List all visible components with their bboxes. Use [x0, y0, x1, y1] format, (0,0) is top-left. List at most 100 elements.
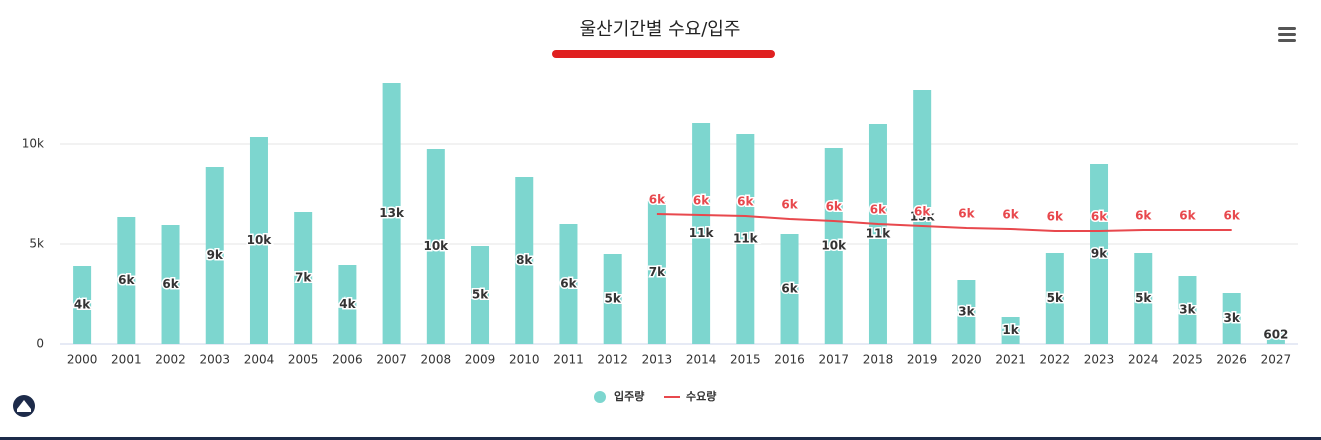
data-label: 11k [866, 227, 892, 241]
data-label: 6k [781, 198, 798, 212]
legend-swatch [594, 391, 606, 403]
x-tick-label: 2023 [1084, 353, 1115, 367]
bar [824, 148, 843, 344]
bar [73, 266, 92, 344]
bar [692, 123, 711, 344]
data-label: 3k [1179, 303, 1196, 317]
data-label: 9k [1091, 247, 1108, 261]
y-tick-label: 0 [36, 337, 44, 351]
y-tick-label: 5k [29, 237, 44, 251]
data-label: 5k [605, 292, 622, 306]
data-label: 6k [693, 194, 710, 208]
x-tick-label: 2025 [1172, 353, 1203, 367]
x-tick-label: 2012 [597, 353, 628, 367]
data-label: 6k [1047, 210, 1064, 224]
bar [161, 225, 180, 344]
x-tick-label: 2020 [951, 353, 982, 367]
bar [559, 224, 578, 344]
data-label: 13k [379, 206, 405, 220]
bar [382, 83, 401, 344]
data-label: 7k [649, 265, 666, 279]
data-label: 8k [516, 253, 533, 267]
x-tick-label: 2001 [111, 353, 142, 367]
x-tick-label: 2006 [332, 353, 363, 367]
data-label: 6k [826, 200, 843, 214]
data-label: 6k [1091, 210, 1108, 224]
data-label: 6k [1002, 208, 1019, 222]
data-label: 10k [821, 239, 847, 253]
data-label: 5k [1047, 291, 1064, 305]
data-label: 6k [737, 195, 754, 209]
data-label: 10k [247, 233, 273, 247]
x-tick-label: 2013 [642, 353, 673, 367]
bar [736, 134, 755, 344]
x-tick-label: 2016 [774, 353, 805, 367]
bar [426, 149, 445, 344]
menu-icon[interactable] [1278, 27, 1296, 42]
data-label: 6k [1135, 209, 1152, 223]
x-tick-label: 2026 [1216, 353, 1247, 367]
x-tick-label: 2018 [863, 353, 894, 367]
line [656, 213, 1232, 232]
menu-bar [1278, 39, 1296, 42]
y-tick-label: 10k [22, 137, 44, 151]
data-label: 6k [1224, 209, 1241, 223]
data-label: 602 [1263, 328, 1288, 342]
bar [1178, 276, 1197, 344]
bar [1045, 253, 1064, 344]
x-tick-label: 2002 [155, 353, 186, 367]
data-label: 5k [1135, 291, 1152, 305]
data-label: 6k [870, 203, 887, 217]
data-label: 9k [207, 248, 224, 262]
data-label: 6k [162, 277, 179, 291]
bottom-border [0, 437, 1321, 440]
x-tick-label: 2021 [995, 353, 1026, 367]
x-tick-label: 2010 [509, 353, 540, 367]
x-tick-label: 2019 [907, 353, 938, 367]
logo-house [17, 400, 31, 412]
data-label: 11k [689, 226, 715, 240]
x-tick-label: 2024 [1128, 353, 1159, 367]
bar [1090, 164, 1109, 344]
x-tick-label: 2007 [376, 353, 407, 367]
bar [249, 137, 268, 344]
bar [1134, 253, 1153, 344]
x-tick-label: 2017 [818, 353, 849, 367]
menu-bar [1278, 33, 1296, 36]
data-label: 3k [958, 305, 975, 319]
x-tick-label: 2027 [1261, 353, 1292, 367]
logo[interactable] [13, 395, 35, 417]
legend-label: 수요량 [686, 390, 716, 403]
bar [957, 280, 976, 344]
bar [471, 246, 490, 344]
menu-bar [1278, 27, 1296, 30]
bar [647, 201, 666, 344]
data-label: 1k [1002, 323, 1019, 337]
data-label: 6k [560, 277, 577, 291]
data-label: 6k [958, 207, 975, 221]
data-label: 6k [649, 193, 666, 207]
x-tick-label: 2005 [288, 353, 319, 367]
data-label: 4k [74, 298, 91, 312]
x-tick-label: 2008 [421, 353, 452, 367]
bar [338, 265, 357, 344]
data-label: 6k [781, 282, 798, 296]
bar [1266, 331, 1285, 344]
bar [1001, 317, 1020, 344]
bar [780, 234, 799, 344]
x-tick-label: 2009 [465, 353, 496, 367]
data-label: 7k [295, 271, 312, 285]
bar [1222, 293, 1241, 344]
data-label: 6k [118, 273, 135, 287]
bar [294, 212, 313, 344]
data-label: 13k [910, 210, 936, 224]
bar [515, 177, 534, 344]
legend-label: 입주량 [614, 390, 644, 403]
bar [868, 124, 887, 344]
bar [205, 167, 224, 344]
bar [603, 254, 622, 344]
data-label: 6k [1179, 209, 1196, 223]
data-label: 10k [423, 239, 449, 253]
x-tick-label: 2022 [1040, 353, 1071, 367]
